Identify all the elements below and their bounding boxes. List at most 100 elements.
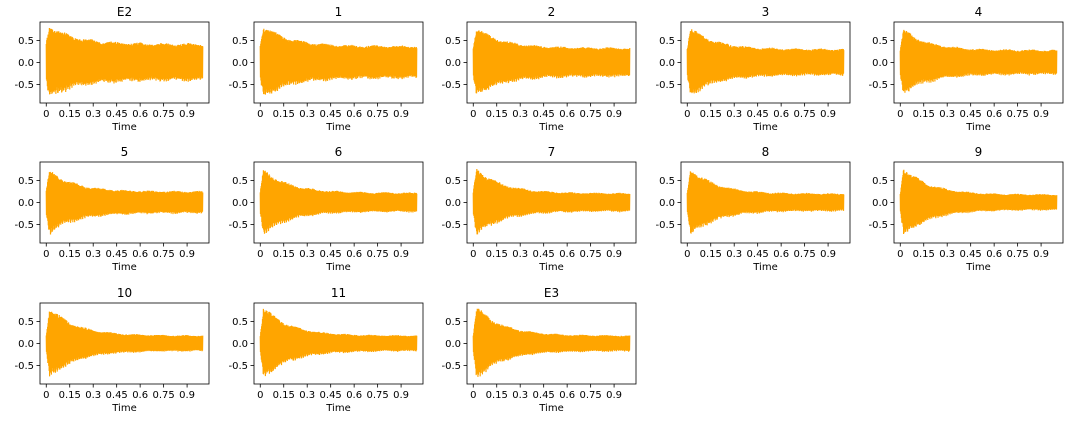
x-tick-label: 0.15 bbox=[273, 109, 295, 120]
x-tick-label: 0 bbox=[470, 390, 476, 401]
waveform-line-E2 bbox=[46, 28, 202, 94]
x-tick-label: 0.3 bbox=[299, 390, 315, 401]
x-tick-label: 0.75 bbox=[1006, 109, 1028, 120]
y-tick-label: 0.5 bbox=[445, 36, 461, 47]
x-tick-label: 0.3 bbox=[299, 249, 315, 260]
y-tick-label: 0.0 bbox=[659, 198, 675, 209]
x-tick-label: 0.15 bbox=[486, 249, 508, 260]
x-tick-label: 0 bbox=[897, 249, 903, 260]
y-tick-label: 0.5 bbox=[872, 36, 888, 47]
x-tick-label: 0.9 bbox=[393, 109, 409, 120]
x-tick-label: 0.3 bbox=[85, 390, 101, 401]
x-tick-label: 0.3 bbox=[299, 109, 315, 120]
subplot-E2: 0 0.15 0.3 0.45 0.6 0.75 0.9 0.5 0.0 -0.5 Time E2 bbox=[14, 5, 209, 133]
x-tick-label: 0.15 bbox=[700, 249, 722, 260]
subplot-1: 0 0.15 0.3 0.45 0.6 0.75 0.9 0.5 0.0 -0.5 Time 1 bbox=[228, 5, 423, 133]
x-tick-label: 0 bbox=[43, 249, 49, 260]
x-tick-label: 0.6 bbox=[559, 109, 575, 120]
waveform-line-5 bbox=[46, 172, 202, 235]
x-tick-label: 0 bbox=[684, 249, 690, 260]
x-tick-label: 0.3 bbox=[85, 109, 101, 120]
x-tick-label: 0 bbox=[257, 249, 263, 260]
x-tick-label: 0.15 bbox=[273, 249, 295, 260]
x-tick-label: 0.75 bbox=[152, 109, 174, 120]
subplot-2: 0 0.15 0.3 0.45 0.6 0.75 0.9 0.5 0.0 -0.5 Time 2 bbox=[441, 5, 636, 133]
x-tick-label: 0.45 bbox=[533, 249, 555, 260]
subplot-5: 0 0.15 0.3 0.45 0.6 0.75 0.9 0.5 0.0 -0.5 Time 5 bbox=[14, 145, 209, 273]
x-tick-label: 0.45 bbox=[106, 249, 128, 260]
x-axis-label: Time bbox=[325, 262, 350, 273]
x-tick-label: 0.75 bbox=[793, 249, 815, 260]
subplot-title: 5 bbox=[121, 145, 129, 159]
x-tick-label: 0.75 bbox=[793, 109, 815, 120]
y-tick-label: -0.5 bbox=[441, 80, 461, 91]
x-tick-label: 0.9 bbox=[179, 390, 195, 401]
x-tick-label: 0.3 bbox=[85, 249, 101, 260]
waveform-line-2 bbox=[473, 30, 629, 93]
subplot-title: 7 bbox=[548, 145, 556, 159]
waveform-line-11 bbox=[260, 309, 416, 376]
x-axis-label: Time bbox=[538, 403, 563, 414]
x-tick-label: 0.9 bbox=[820, 109, 836, 120]
y-tick-label: 0.5 bbox=[232, 36, 248, 47]
x-tick-label: 0.15 bbox=[700, 109, 722, 120]
waveform-line-10 bbox=[46, 312, 202, 377]
x-tick-label: 0.75 bbox=[366, 249, 388, 260]
x-axis-label: Time bbox=[111, 403, 136, 414]
y-tick-label: 0.0 bbox=[18, 339, 34, 350]
x-axis-label: Time bbox=[325, 403, 350, 414]
x-axis-label: Time bbox=[752, 262, 777, 273]
x-tick-label: 0.75 bbox=[152, 249, 174, 260]
subplot-title: 9 bbox=[975, 145, 983, 159]
x-tick-label: 0.75 bbox=[152, 390, 174, 401]
x-tick-label: 0.6 bbox=[773, 249, 789, 260]
waveform-line-E3 bbox=[473, 309, 629, 377]
subplot-title: 3 bbox=[762, 5, 770, 19]
x-tick-label: 0.9 bbox=[393, 249, 409, 260]
y-tick-label: 0.5 bbox=[232, 317, 248, 328]
x-tick-label: 0.6 bbox=[773, 109, 789, 120]
y-tick-label: 0.5 bbox=[445, 176, 461, 187]
y-tick-label: 0.0 bbox=[872, 58, 888, 69]
x-tick-label: 0.6 bbox=[132, 109, 148, 120]
waveform-line-1 bbox=[260, 29, 416, 95]
x-tick-label: 0.6 bbox=[132, 249, 148, 260]
subplot-7: 0 0.15 0.3 0.45 0.6 0.75 0.9 0.5 0.0 -0.5 Time 7 bbox=[441, 145, 636, 273]
x-axis-label: Time bbox=[752, 122, 777, 133]
x-tick-label: 0.6 bbox=[986, 109, 1002, 120]
x-tick-label: 0.9 bbox=[179, 249, 195, 260]
x-axis-label: Time bbox=[325, 122, 350, 133]
x-tick-label: 0.45 bbox=[960, 249, 982, 260]
x-tick-label: 0.15 bbox=[273, 390, 295, 401]
x-tick-label: 0.6 bbox=[346, 390, 362, 401]
waveform-line-4 bbox=[900, 30, 1056, 93]
x-tick-label: 0.6 bbox=[346, 249, 362, 260]
x-tick-label: 0.3 bbox=[512, 390, 528, 401]
x-tick-label: 0.45 bbox=[960, 109, 982, 120]
x-tick-label: 0.15 bbox=[913, 249, 935, 260]
x-tick-label: 0.9 bbox=[820, 249, 836, 260]
waveform-line-7 bbox=[473, 169, 629, 234]
subplot-3: 0 0.15 0.3 0.45 0.6 0.75 0.9 0.5 0.0 -0.5 Time 3 bbox=[655, 5, 850, 133]
y-tick-label: 0.0 bbox=[659, 58, 675, 69]
y-tick-label: 0.5 bbox=[872, 176, 888, 187]
x-tick-label: 0.45 bbox=[533, 390, 555, 401]
x-axis-label: Time bbox=[965, 122, 990, 133]
y-tick-label: 0.0 bbox=[445, 58, 461, 69]
subplot-title: 11 bbox=[331, 286, 346, 300]
x-tick-label: 0.6 bbox=[986, 249, 1002, 260]
x-axis-label: Time bbox=[538, 122, 563, 133]
x-tick-label: 0.45 bbox=[320, 249, 342, 260]
x-tick-label: 0.3 bbox=[512, 109, 528, 120]
x-tick-label: 0.3 bbox=[726, 249, 742, 260]
x-tick-label: 0.45 bbox=[106, 109, 128, 120]
x-tick-label: 0.6 bbox=[132, 390, 148, 401]
y-tick-label: 0.0 bbox=[445, 198, 461, 209]
x-tick-label: 0.45 bbox=[533, 109, 555, 120]
y-tick-label: -0.5 bbox=[655, 220, 675, 231]
x-tick-label: 0.3 bbox=[512, 249, 528, 260]
y-tick-label: 0.5 bbox=[445, 317, 461, 328]
x-tick-label: 0.3 bbox=[939, 109, 955, 120]
subplot-10: 0 0.15 0.3 0.45 0.6 0.75 0.9 0.5 0.0 -0.5 Time 10 bbox=[14, 286, 209, 414]
x-tick-label: 0.45 bbox=[747, 249, 769, 260]
